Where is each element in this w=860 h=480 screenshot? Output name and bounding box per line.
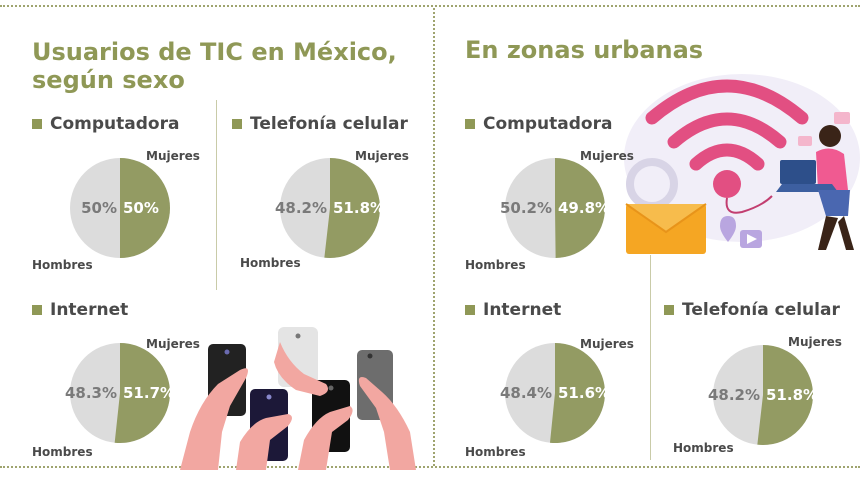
pie-label-men: 48.4% (500, 384, 552, 402)
category-telefonia-right: Telefonía celular (664, 300, 840, 320)
pie-slice-women (120, 158, 170, 258)
pie-chart: 50% 50% (70, 158, 170, 258)
pie-chart: 48.2% 51.8% (708, 345, 818, 445)
women-label: Mujeres (146, 337, 200, 351)
pie-label-women: 50% (123, 199, 159, 217)
men-label: Hombres (465, 258, 526, 272)
left-title-line1: Usuarios de TIC en México, (32, 38, 397, 66)
pie-label-women: 51.6% (558, 384, 610, 402)
category-telefonia-left: Telefonía celular (232, 114, 408, 134)
pie-chart: 48.2% 51.8% (275, 158, 385, 258)
category-label: Internet (483, 300, 562, 320)
pie-slice-women (549, 343, 605, 443)
women-label: Mujeres (355, 149, 409, 163)
pie-label-women: 49.8% (558, 199, 610, 217)
men-label: Hombres (32, 258, 93, 272)
pie-chart: 50.2% 49.8% (500, 158, 610, 258)
pie-label-men: 48.2% (708, 386, 760, 404)
bullet-square-icon (664, 305, 674, 315)
left-title: Usuarios de TIC en México, según sexo (32, 38, 397, 94)
location-pin-icon (720, 216, 736, 242)
pie-slice-women (114, 343, 170, 443)
bullet-square-icon (32, 305, 42, 315)
men-label: Hombres (465, 445, 526, 459)
pie-label-men: 50.2% (500, 199, 552, 217)
women-label: Mujeres (580, 149, 634, 163)
men-label: Hombres (32, 445, 93, 459)
pie-label-women: 51.7% (123, 384, 175, 402)
category-computadora-left: Computadora (32, 114, 179, 134)
bullet-square-icon (465, 119, 475, 129)
right-title: En zonas urbanas (465, 36, 704, 64)
left-title-line2: según sexo (32, 66, 185, 94)
left-column-divider (216, 100, 217, 290)
men-label: Hombres (673, 441, 734, 455)
pie-slice-women (555, 158, 605, 258)
women-label: Mujeres (788, 335, 842, 349)
pie-slice-women (757, 345, 813, 445)
right-column-divider (650, 255, 651, 460)
women-label: Mujeres (146, 149, 200, 163)
men-label: Hombres (240, 256, 301, 270)
pie-label-women: 51.8% (333, 199, 385, 217)
category-label: Computadora (50, 114, 180, 134)
category-label: Internet (50, 300, 129, 320)
pie-label-women: 51.8% (766, 386, 818, 404)
women-label: Mujeres (580, 337, 634, 351)
category-label: Telefonía celular (682, 300, 840, 320)
section-divider (433, 8, 435, 466)
category-computadora-right: Computadora (465, 114, 612, 134)
category-label: Telefonía celular (250, 114, 408, 134)
pie-label-men: 50% (81, 199, 117, 217)
bullet-square-icon (232, 119, 242, 129)
pie-label-men: 48.2% (275, 199, 327, 217)
category-internet-left: Internet (32, 300, 128, 320)
bullet-square-icon (32, 119, 42, 129)
top-dotted-border (0, 5, 860, 7)
pie-chart: 48.4% 51.6% (500, 343, 610, 443)
bullet-square-icon (465, 305, 475, 315)
wifi-illustration (624, 74, 860, 254)
pie-chart: 48.3% 51.7% (65, 343, 175, 443)
phones-illustration (180, 327, 416, 470)
category-label: Computadora (483, 114, 613, 134)
pie-label-men: 48.3% (65, 384, 117, 402)
category-internet-right: Internet (465, 300, 561, 320)
woman-laptop-illustration (776, 112, 854, 250)
pie-slice-women (324, 158, 380, 258)
bottom-dotted-border (0, 466, 860, 468)
